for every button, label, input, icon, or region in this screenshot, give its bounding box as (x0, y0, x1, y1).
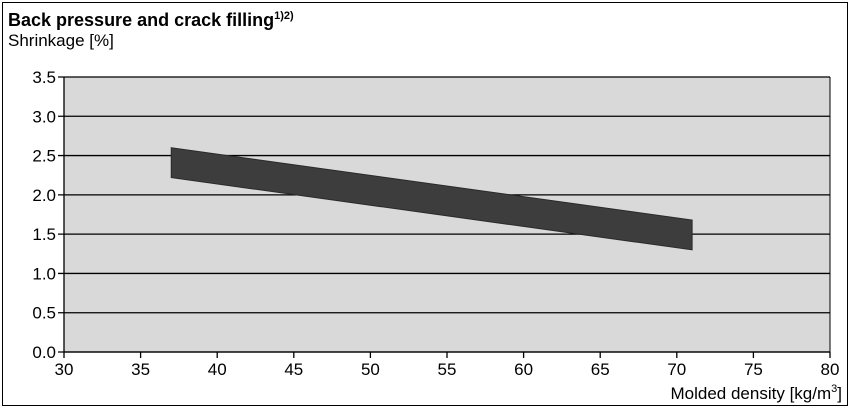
x-axis-label-text: Molded density [kg/m (670, 384, 832, 403)
chart-title: Back pressure and crack filling1)2) (8, 10, 294, 31)
x-axis-label: Molded density [kg/m3] (671, 383, 843, 404)
y-tick-label-6: 3.0 (32, 107, 56, 126)
x-tick-label-1: 35 (131, 360, 150, 379)
x-ticks: 30 35 40 45 50 55 60 65 70 75 80 (55, 77, 840, 379)
y-ticks: 0.0 0.5 1.0 1.5 2.0 2.5 3.0 3.5 (32, 68, 56, 362)
x-tick-label-8: 70 (667, 360, 686, 379)
x-tick-label-2: 40 (208, 360, 227, 379)
x-tick-label-4: 50 (361, 360, 380, 379)
x-tick-label-9: 75 (744, 360, 763, 379)
x-tick-label-0: 30 (55, 360, 74, 379)
y-tick-label-4: 2.0 (32, 186, 56, 205)
y-tick-label-3: 1.5 (32, 225, 56, 244)
y-tick-label-2: 1.0 (32, 264, 56, 283)
x-tick-label-5: 55 (438, 360, 457, 379)
y-tick-label-5: 2.5 (32, 147, 56, 166)
chart-title-text: Back pressure and crack filling (8, 10, 275, 30)
chart-title-footnote: 1)2) (274, 10, 294, 22)
y-tick-label-7: 3.5 (32, 68, 56, 87)
y-axis-label: Shrinkage [%] (8, 31, 114, 50)
shrinkage-band-0 (170, 147, 693, 251)
y-tick-label-0: 0.0 (32, 343, 56, 362)
x-tick-label-10: 80 (821, 360, 840, 379)
x-tick-label-7: 65 (591, 360, 610, 379)
y-tick-label-1: 0.5 (32, 304, 56, 323)
x-axis-label-superscript: 3 (831, 383, 838, 395)
x-axis-label-suffix: ] (837, 384, 842, 403)
series-bands (170, 147, 693, 251)
x-tick-label-3: 45 (284, 360, 303, 379)
x-tick-label-6: 60 (514, 360, 533, 379)
